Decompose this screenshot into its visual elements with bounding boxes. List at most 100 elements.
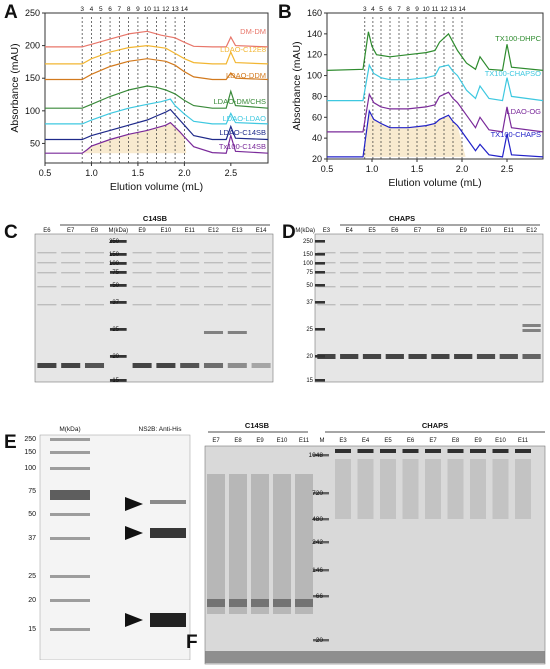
protein-band bbox=[61, 363, 81, 368]
marker-label: 480 bbox=[312, 516, 323, 523]
series-line bbox=[45, 44, 269, 65]
y-tick-label: 140 bbox=[307, 29, 322, 39]
fraction-number: 13 bbox=[171, 6, 179, 13]
faint-band bbox=[132, 262, 152, 264]
y-tick-label: 50 bbox=[30, 138, 40, 148]
protein-band bbox=[340, 354, 359, 359]
marker-band bbox=[50, 599, 90, 602]
faint-band bbox=[251, 252, 271, 254]
well-band bbox=[357, 449, 374, 453]
faint-band bbox=[317, 286, 336, 288]
marker-band bbox=[109, 379, 127, 382]
series-label: LDAO-C12E8 bbox=[220, 45, 266, 54]
faint-band bbox=[61, 262, 81, 264]
lane-label: E8 bbox=[437, 228, 445, 234]
marker-label: 250 bbox=[24, 436, 36, 443]
series-label: TX100-CHAPS bbox=[491, 130, 541, 139]
smear-band bbox=[295, 599, 313, 607]
marker-band bbox=[315, 355, 325, 358]
fraction-number: 6 bbox=[388, 6, 392, 13]
faint-band bbox=[156, 286, 176, 288]
lane-label: E7 bbox=[212, 438, 220, 444]
lane-label: E13 bbox=[232, 228, 243, 234]
marker-label: 15 bbox=[28, 626, 36, 633]
fraction-number: 10 bbox=[144, 6, 152, 13]
series-label: Tx100-C14SB bbox=[219, 142, 266, 151]
gel-background bbox=[314, 233, 544, 383]
faint-band bbox=[476, 262, 496, 264]
panel-label-b: B bbox=[278, 2, 292, 23]
marker-label: 50 bbox=[28, 511, 36, 518]
lane-label: E7 bbox=[414, 228, 422, 234]
faint-band bbox=[132, 272, 152, 274]
marker-band bbox=[315, 379, 325, 382]
faint-band bbox=[408, 286, 427, 288]
gel-background bbox=[34, 233, 274, 383]
faint-band bbox=[522, 272, 541, 274]
lane-label: E9 bbox=[460, 228, 468, 234]
faint-band bbox=[203, 286, 224, 288]
faint-band bbox=[454, 272, 473, 274]
faint-band bbox=[499, 286, 518, 288]
lane-label: E11 bbox=[299, 438, 310, 444]
gel-title: C14SB bbox=[143, 214, 168, 223]
y-tick-label: 80 bbox=[312, 91, 322, 101]
lane-label: E4 bbox=[346, 228, 354, 234]
series-line bbox=[327, 91, 544, 133]
faint-band bbox=[61, 272, 81, 274]
lane-label: E12 bbox=[208, 228, 219, 234]
marker-label: 15 bbox=[112, 378, 119, 384]
series-line bbox=[327, 63, 544, 102]
faint-band bbox=[431, 272, 450, 274]
faint-band bbox=[156, 262, 176, 264]
series-label: TX100-CHAPSO bbox=[485, 69, 541, 78]
faint-band bbox=[408, 262, 427, 264]
well-band bbox=[470, 449, 486, 453]
y-tick-label: 250 bbox=[25, 8, 40, 18]
arrowhead-icon bbox=[125, 613, 143, 627]
fraction-number: 6 bbox=[108, 6, 112, 13]
x-tick-label: 0.5 bbox=[39, 168, 52, 178]
faint-band bbox=[340, 286, 359, 288]
faint-band bbox=[408, 304, 427, 306]
faint-band bbox=[317, 272, 336, 274]
x-tick-label: 1.0 bbox=[85, 168, 98, 178]
well-band bbox=[380, 449, 396, 453]
blot-marker-header: M(kDa) bbox=[59, 426, 80, 433]
faint-band bbox=[84, 252, 105, 254]
fraction-number: 5 bbox=[379, 6, 383, 13]
y-tick-label: 100 bbox=[25, 106, 40, 116]
marker-label: 20 bbox=[316, 637, 324, 644]
marker-band bbox=[313, 569, 329, 572]
faint-band bbox=[431, 304, 450, 306]
extra-band bbox=[522, 324, 541, 327]
faint-band bbox=[408, 272, 427, 274]
faint-band bbox=[227, 286, 247, 288]
lane-label: M(kDa) bbox=[108, 228, 128, 234]
fraction-number: 8 bbox=[127, 6, 131, 13]
series-label: LDAO-LDAO bbox=[223, 114, 267, 123]
fraction-number: 13 bbox=[449, 6, 457, 13]
x-tick-label: 2.5 bbox=[225, 168, 238, 178]
blot-e: M(kDa) NS2B: Anti-His 250 150 100 75 50 37 25 20 1… bbox=[24, 426, 191, 660]
chart-b: 3 4 5 6 7 8 9 10 11 12 13 14 20 40 60 80 100 120 140 160 0.5… bbox=[291, 6, 544, 189]
extra-band bbox=[203, 331, 224, 334]
marker-band bbox=[50, 451, 90, 454]
marker-label: 720 bbox=[312, 490, 323, 497]
lane-label: E11 bbox=[504, 228, 515, 234]
protein-band bbox=[431, 354, 450, 359]
marker-band bbox=[315, 284, 325, 287]
series-label: LDAO-C14SB bbox=[219, 128, 266, 137]
faint-band bbox=[180, 262, 200, 264]
fraction-number: 5 bbox=[99, 6, 103, 13]
marker-band bbox=[109, 253, 127, 256]
series-label: TX100-DHPC bbox=[495, 34, 541, 43]
panel-label-a: A bbox=[4, 2, 18, 23]
marker-band bbox=[109, 301, 127, 304]
marker-label: 37 bbox=[28, 535, 36, 542]
protein-band bbox=[180, 363, 200, 368]
faint-band bbox=[362, 286, 382, 288]
faint-band bbox=[362, 304, 382, 306]
marker-label: 37 bbox=[306, 300, 313, 306]
